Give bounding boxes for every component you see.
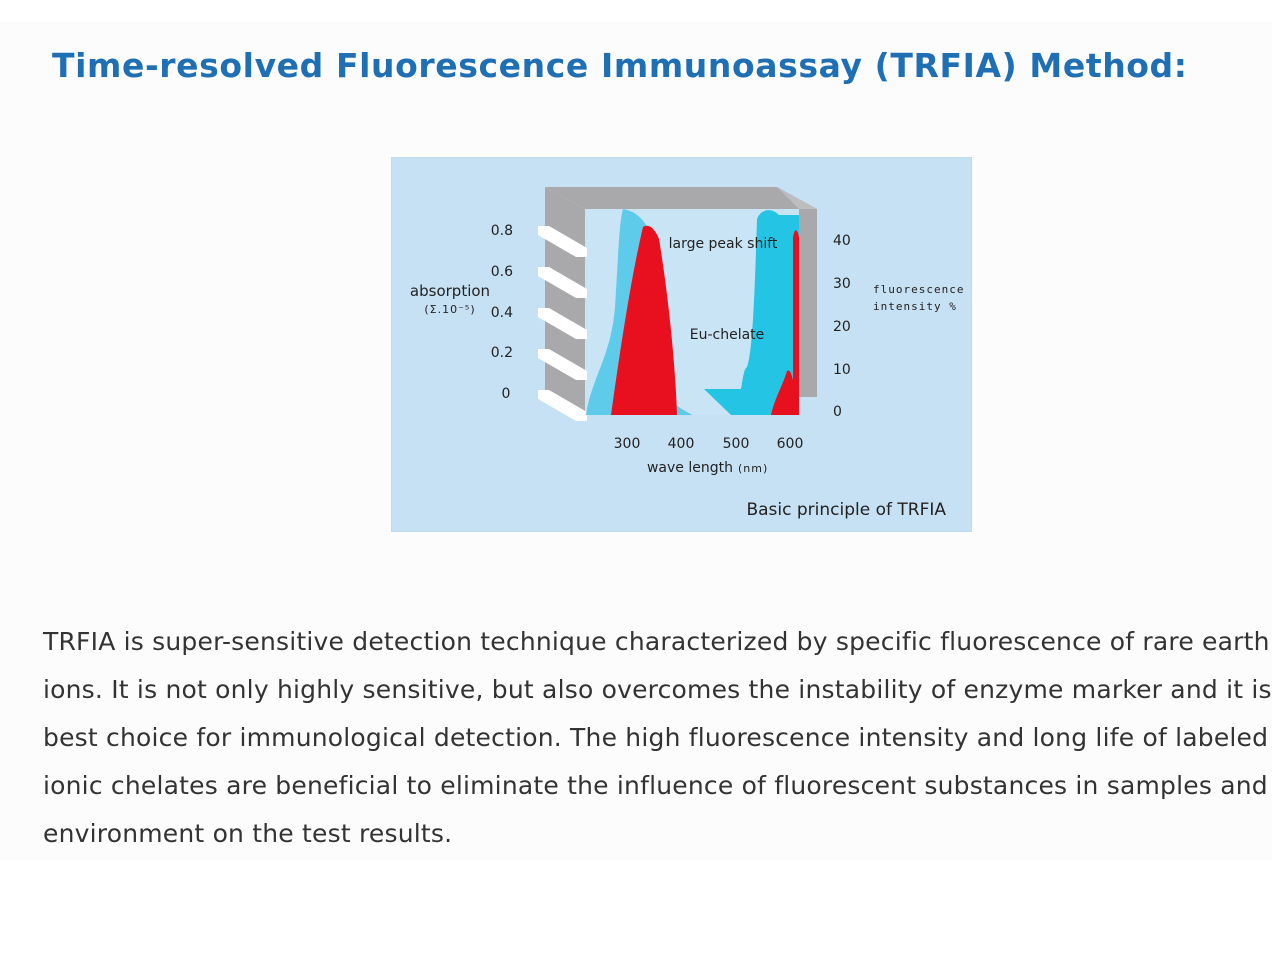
x-axis-tick: 600 — [777, 436, 804, 452]
fluorescence-spike-2 — [793, 230, 799, 415]
excitation-peak — [611, 225, 677, 415]
body-line: ions. It is not only highly sensitive, b… — [43, 675, 1272, 704]
body-line: best choice for immunological detection.… — [43, 723, 1269, 752]
body-line: TRFIA is super-sensitive detection techn… — [43, 627, 1270, 656]
trfia-diagram: 0.8 0.6 0.4 0.2 0 absorption (Σ.10⁻⁵) 40… — [391, 157, 972, 532]
fluorescence-spike-1 — [771, 370, 797, 415]
right-axis-tick: 0 — [833, 404, 842, 420]
figure-caption: Basic principle of TRFIA — [746, 500, 946, 520]
left-axis-tick: 0.8 — [491, 223, 513, 239]
x-axis-unit: (nm) — [738, 462, 768, 475]
emission-curve — [704, 210, 799, 415]
left-axis-tick: 0.4 — [491, 305, 513, 321]
left-wall-ledges — [538, 226, 587, 421]
right-axis-label: fluorescence — [873, 283, 964, 296]
x-axis-tick: 400 — [668, 436, 695, 452]
body-paragraph: TRFIA is super-sensitive detection techn… — [43, 618, 1272, 858]
peak-shift-annotation: large peak shift — [669, 236, 778, 252]
right-axis-label: intensity % — [873, 300, 957, 313]
left-axis-unit: (Σ.10⁻⁵) — [424, 303, 475, 316]
trfia-principle-figure: 0.8 0.6 0.4 0.2 0 absorption (Σ.10⁻⁵) 40… — [391, 157, 972, 532]
body-line: environment on the test results. — [43, 819, 453, 848]
x-axis-label: wave length — [647, 460, 733, 476]
left-axis-label: absorption — [410, 282, 490, 300]
x-axis-tick: 300 — [614, 436, 641, 452]
eu-chelate-annotation: Eu-chelate — [690, 327, 765, 343]
page-title: Time-resolved Fluorescence Immunoassay (… — [52, 46, 1188, 85]
left-axis-tick: 0 — [502, 386, 511, 402]
left-axis-tick: 0.2 — [491, 345, 513, 361]
right-axis-tick: 20 — [833, 319, 851, 335]
left-axis-tick: 0.6 — [491, 264, 513, 280]
x-axis-tick: 500 — [723, 436, 750, 452]
right-axis-tick: 10 — [833, 362, 851, 378]
right-axis-tick: 30 — [833, 276, 851, 292]
body-line: ionic chelates are beneficial to elimina… — [43, 771, 1268, 800]
right-axis-tick: 40 — [833, 233, 851, 249]
